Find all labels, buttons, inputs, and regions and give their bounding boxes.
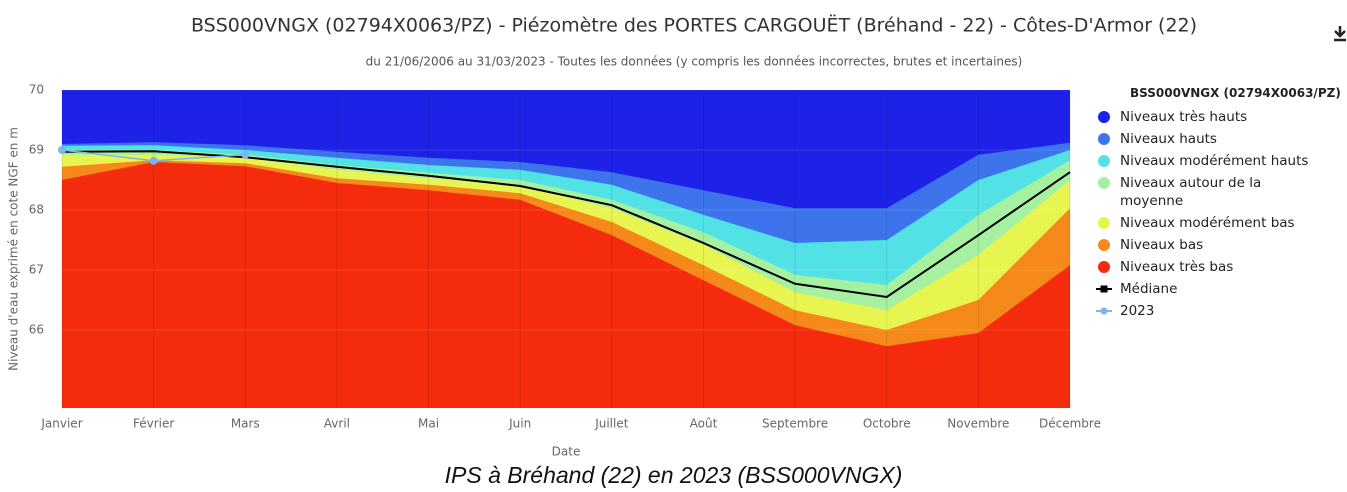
legend-swatch	[1098, 155, 1110, 167]
legend-item[interactable]: 2023	[1096, 302, 1347, 320]
legend-swatch	[1096, 285, 1112, 293]
legend-title: BSS000VNGX (02794X0063/PZ)	[1130, 86, 1341, 100]
y-tick-label: 67	[29, 263, 44, 277]
x-tick-label: Novembre	[947, 417, 1009, 431]
legend-label: Niveaux très bas	[1120, 259, 1234, 275]
legend-swatch	[1098, 177, 1110, 189]
point	[58, 146, 66, 154]
legend-item[interactable]: Niveaux modérément bas	[1096, 214, 1347, 232]
y-tick-label: 68	[29, 203, 44, 217]
legend-label: Niveaux bas	[1120, 237, 1204, 253]
x-tick-label: Juillet	[594, 417, 629, 431]
y-tick-label: 70	[29, 83, 44, 97]
legend-swatch	[1098, 217, 1110, 229]
chart-subtitle: du 21/06/2006 au 31/03/2023 - Toutes les…	[366, 55, 1023, 69]
legend-swatch	[1098, 261, 1110, 273]
legend-swatch	[1098, 133, 1110, 145]
legend-label: Niveaux hauts	[1120, 131, 1217, 147]
x-tick-label: Mars	[231, 417, 260, 431]
x-axis-label: Date	[552, 445, 581, 459]
legend-label: Niveaux modérément bas	[1120, 215, 1295, 231]
y-tick-label: 66	[29, 323, 44, 337]
x-tick-label: Décembre	[1039, 417, 1101, 431]
legend-label: Niveaux très hauts	[1120, 109, 1248, 125]
legend-item[interactable]: Niveaux hauts	[1096, 130, 1347, 148]
legend-label: 2023	[1120, 303, 1155, 319]
x-tick-label: Avril	[324, 417, 350, 431]
x-tick-label: Février	[133, 417, 174, 431]
legend-item[interactable]: Médiane	[1096, 280, 1347, 298]
legend-swatch	[1096, 307, 1112, 315]
legend-swatch	[1098, 239, 1110, 251]
area-band	[62, 162, 1070, 408]
y-tick-label: 69	[29, 143, 44, 157]
chart-title: BSS000VNGX (02794X0063/PZ) - Piézomètre …	[191, 14, 1197, 37]
legend-label: Médiane	[1120, 281, 1178, 297]
legend-label: Niveaux autour de la moyenne	[1120, 175, 1262, 209]
legend-item[interactable]: Niveaux bas	[1096, 236, 1347, 254]
x-tick-label: Mai	[418, 417, 439, 431]
legend-item[interactable]: Niveaux très bas	[1096, 258, 1347, 276]
caption: IPS à Bréhand (22) en 2023 (BSS000VNGX)	[444, 462, 903, 488]
point	[149, 156, 158, 165]
x-tick-label: Juin	[508, 417, 531, 431]
legend-item[interactable]: Niveaux très hauts	[1096, 108, 1347, 126]
x-tick-label: Octobre	[863, 417, 911, 431]
point	[241, 150, 250, 159]
x-tick-label: Août	[690, 417, 718, 431]
x-tick-label: Septembre	[762, 417, 828, 431]
legend-item[interactable]: Niveaux autour de la moyenne	[1096, 174, 1347, 210]
legend-label: Niveaux modérément hauts	[1120, 153, 1309, 169]
legend-item[interactable]: Niveaux modérément hauts	[1096, 152, 1347, 170]
legend-swatch	[1098, 111, 1110, 123]
y-axis-label: Niveau d'eau exprimé en cote NGF en m	[7, 127, 21, 371]
x-tick-label: Janvier	[40, 417, 82, 431]
download-icon[interactable]	[1334, 26, 1346, 42]
legend: BSS000VNGX (02794X0063/PZ) Niveaux très h…	[1088, 80, 1347, 328]
